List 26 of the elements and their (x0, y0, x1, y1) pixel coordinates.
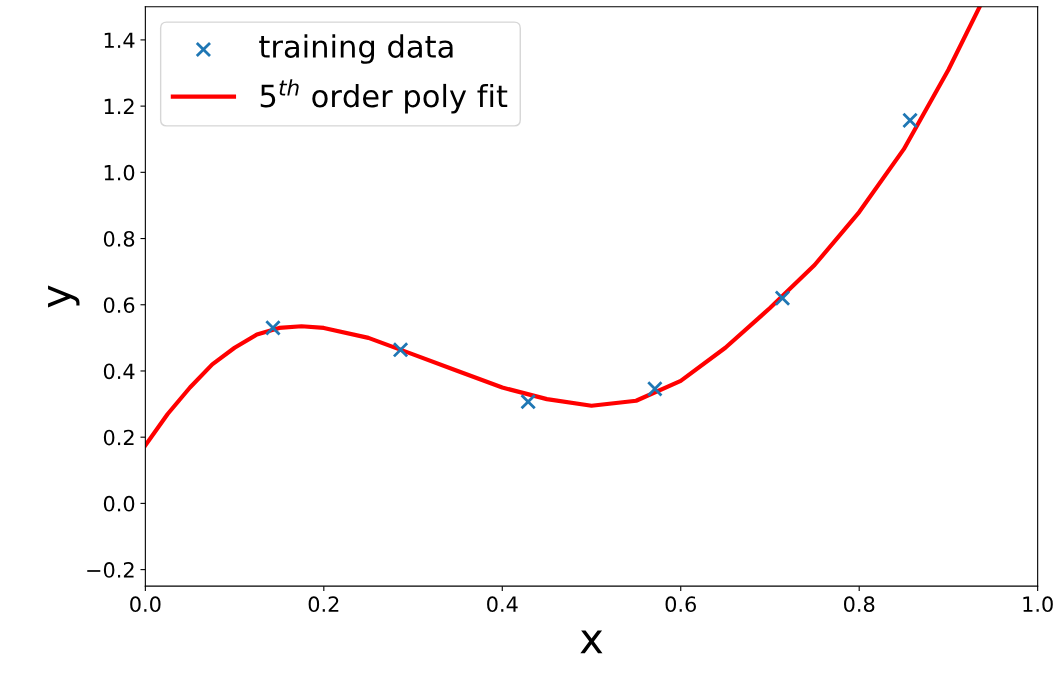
x-tick-label: 1.0 (1023, 596, 1053, 613)
y-tick-label: 1.0 (104, 164, 135, 181)
y-tick-label: −0.2 (87, 562, 134, 578)
y-tick-label: 0.6 (103, 297, 135, 313)
x-tick-label: 0.2 (308, 596, 339, 613)
point (902, 112, 919, 129)
x-tick-label: 0.6 (665, 596, 696, 613)
legend-label: training data (259, 34, 453, 64)
y-tick-label: 0.4 (103, 363, 135, 380)
point (264, 319, 281, 336)
y-axis-title: y (48, 285, 80, 308)
point (646, 380, 663, 397)
point (392, 341, 409, 358)
y-tick-label: 1.2 (104, 98, 134, 115)
y-tick-label: 0.2 (103, 429, 134, 446)
x-axis-title: x (580, 630, 603, 654)
x-tick-label: 0.0 (130, 596, 161, 613)
point (774, 290, 791, 307)
x-tick-label: 0.4 (487, 596, 518, 613)
line-series (145, 6, 982, 448)
x-tick-label: 0.8 (844, 596, 875, 613)
legend-label: 5$^{th}$ order poly fit (260, 79, 508, 114)
y-tick-label: 1.4 (104, 32, 135, 48)
y-tick-label: 0.8 (103, 231, 135, 247)
point (520, 393, 537, 410)
y-tick-label: 0.0 (103, 495, 135, 512)
